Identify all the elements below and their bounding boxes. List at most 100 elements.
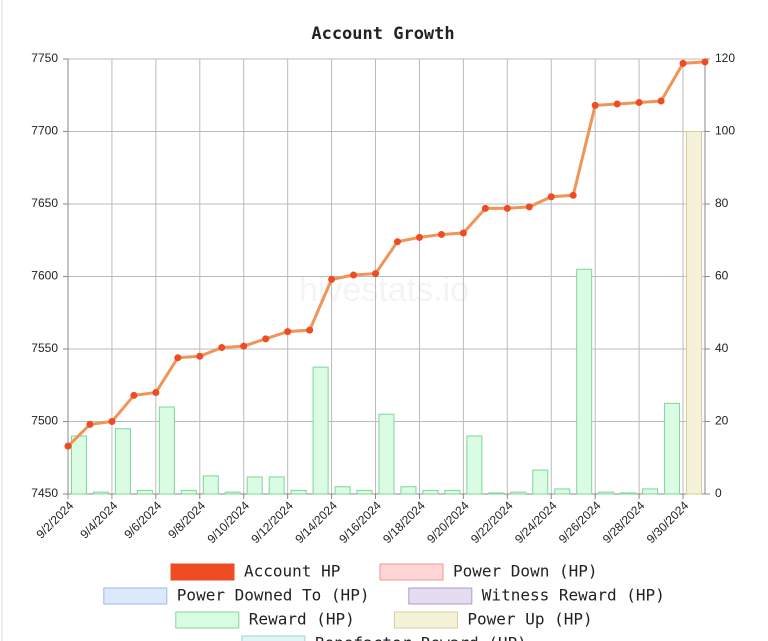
legend-label: Reward (HP) [249, 610, 355, 629]
bar [466, 435, 483, 495]
x-tick-label: 9/28/2024 [600, 498, 648, 546]
line [66, 60, 706, 448]
y-tick-label: 7550 [31, 341, 58, 355]
legend-label: Account HP [244, 562, 340, 581]
y-tick-label: 7700 [31, 124, 58, 138]
y-tick-label: 7600 [31, 269, 58, 283]
legend-label: Witness Reward (HP) [482, 586, 665, 605]
y2-tick-label: 40 [715, 341, 729, 355]
bar [378, 413, 395, 495]
bar [158, 406, 175, 495]
x-tick-label: 9/18/2024 [380, 498, 428, 546]
point [306, 326, 314, 334]
x-tick-label: 9/24/2024 [512, 498, 560, 546]
bar [488, 492, 505, 495]
bar [422, 489, 439, 495]
x-tick-label: 9/10/2024 [204, 498, 252, 546]
point [328, 275, 336, 283]
bar [510, 491, 527, 495]
legend-label: Power Down (HP) [453, 562, 598, 581]
bar [114, 428, 131, 495]
bar [664, 402, 681, 495]
legend-swatch [379, 563, 444, 581]
point [240, 342, 248, 350]
point [679, 59, 687, 67]
y-tick-label: 7650 [31, 196, 58, 210]
point [152, 389, 160, 396]
point [437, 230, 445, 238]
bar [290, 489, 307, 495]
bar [334, 486, 351, 495]
point [569, 191, 577, 199]
y2-tick-label: 120 [715, 51, 735, 65]
bar [70, 435, 87, 495]
bar [180, 489, 197, 495]
bar [202, 475, 219, 495]
legend-swatch [408, 587, 473, 605]
x-tick-label: 9/12/2024 [248, 498, 296, 546]
legend-swatch [103, 587, 168, 605]
point [657, 97, 665, 105]
bar [136, 489, 153, 495]
point [701, 58, 709, 66]
y2-tick-label: 0 [715, 486, 722, 500]
point [218, 344, 226, 352]
x-tick-label: 9/20/2024 [424, 498, 472, 546]
bar [400, 486, 417, 495]
point [459, 229, 467, 237]
bar [356, 489, 373, 495]
point [481, 204, 489, 212]
bar [312, 366, 329, 495]
legend-label: Power Up (HP) [467, 610, 592, 629]
bar [686, 131, 703, 495]
x-tick-label: 9/16/2024 [336, 498, 384, 546]
y2-tick-label: 20 [715, 414, 729, 428]
x-tick-label: 9/14/2024 [292, 498, 340, 546]
point [393, 238, 401, 246]
x-tick-label: 9/8/2024 [165, 498, 208, 541]
point [64, 442, 72, 450]
bar [532, 469, 549, 495]
legend-label: Power Downed To (HP) [177, 586, 370, 605]
x-tick-label: 9/2/2024 [33, 498, 76, 541]
legend-swatch [175, 611, 240, 629]
point [591, 101, 599, 109]
point [86, 420, 94, 428]
y-tick-label: 7500 [31, 414, 58, 428]
x-tick-label: 9/26/2024 [556, 498, 604, 546]
point [415, 233, 423, 241]
bar [620, 492, 637, 495]
point [372, 270, 380, 278]
y-tick-label: 7750 [31, 51, 58, 65]
point [525, 203, 533, 211]
bar [268, 476, 285, 495]
point [108, 418, 116, 425]
bar [642, 488, 659, 495]
y2-tick-label: 80 [715, 196, 729, 210]
point [503, 204, 511, 212]
legend-swatch [241, 635, 306, 641]
chart-title: Account Growth [311, 24, 454, 44]
x-tick-label: 9/22/2024 [468, 498, 516, 546]
bar [246, 476, 263, 495]
point [174, 354, 182, 362]
y2-tick-label: 60 [715, 269, 729, 283]
legend-swatch [393, 611, 458, 629]
bar [224, 491, 241, 495]
point [284, 328, 292, 336]
point [196, 352, 204, 360]
bar [92, 491, 109, 495]
point [350, 271, 358, 279]
y-tick-label: 7450 [31, 486, 58, 500]
x-tick-label: 9/30/2024 [644, 498, 692, 546]
legend-swatch [170, 563, 235, 581]
x-tick-label: 9/6/2024 [121, 498, 164, 541]
bar [554, 488, 571, 495]
y2-tick-label: 100 [715, 124, 735, 138]
bar [598, 491, 615, 495]
point [613, 100, 621, 108]
point [262, 335, 270, 343]
legend-label: Benefactor Reward (HP) [315, 634, 527, 641]
bar [576, 268, 593, 495]
